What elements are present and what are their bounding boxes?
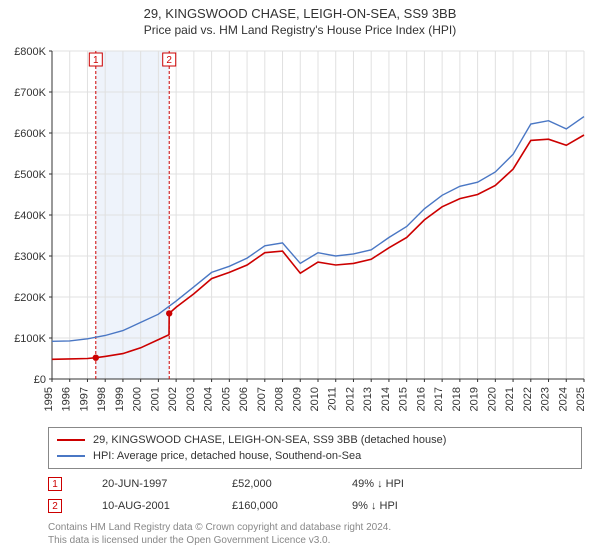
x-tick-label: 2018 <box>451 387 463 411</box>
event-price: £160,000 <box>232 500 332 512</box>
y-tick-label: £700K <box>14 87 46 99</box>
chart-container: £0 £100K £200K £300K £400K £500K £600K £700K £80… <box>0 41 600 421</box>
x-tick-label: 2016 <box>415 387 427 411</box>
x-tick-label: 1997 <box>78 387 90 411</box>
price-chart: £0 £100K £200K £300K £400K £500K £600K £700K £80… <box>0 41 600 421</box>
x-tick-label: 2001 <box>149 387 161 411</box>
event-date: 10-AUG-2001 <box>102 500 212 512</box>
title-line-1: 29, KINGSWOOD CHASE, LEIGH-ON-SEA, SS9 3… <box>0 6 600 21</box>
chart-title-block: 29, KINGSWOOD CHASE, LEIGH-ON-SEA, SS9 3… <box>0 0 600 41</box>
legend-swatch <box>57 439 85 441</box>
legend-label: 29, KINGSWOOD CHASE, LEIGH-ON-SEA, SS9 3… <box>93 434 446 446</box>
legend-row: 29, KINGSWOOD CHASE, LEIGH-ON-SEA, SS9 3… <box>57 432 573 448</box>
x-tick-label: 1995 <box>43 387 55 411</box>
x-tick-label: 1999 <box>114 387 126 411</box>
x-tick-label: 2006 <box>238 387 250 411</box>
event-date: 20-JUN-1997 <box>102 478 212 490</box>
event-row: 1 20-JUN-1997 £52,000 49% ↓ HPI <box>48 473 582 495</box>
x-tick-label: 2008 <box>274 387 286 411</box>
x-tick-label: 2017 <box>433 387 445 411</box>
legend-row: HPI: Average price, detached house, Sout… <box>57 448 573 464</box>
event-row-badge: 1 <box>48 477 62 491</box>
x-tick-label: 2011 <box>327 387 339 411</box>
event-price: £52,000 <box>232 478 332 490</box>
y-tick-label: £300K <box>14 251 46 263</box>
x-tick-label: 2023 <box>540 387 552 411</box>
title-line-2: Price paid vs. HM Land Registry's House … <box>0 23 600 37</box>
y-tick-label: £600K <box>14 128 46 140</box>
legend-box: 29, KINGSWOOD CHASE, LEIGH-ON-SEA, SS9 3… <box>48 427 582 469</box>
x-tick-label: 2002 <box>167 387 179 411</box>
x-tick-label: 2007 <box>256 387 268 411</box>
events-table: 1 20-JUN-1997 £52,000 49% ↓ HPI 2 10-AUG-2001… <box>48 473 582 517</box>
legend-swatch <box>57 455 85 457</box>
x-tick-label: 2012 <box>344 387 356 411</box>
legend-label: HPI: Average price, detached house, Sout… <box>93 450 361 462</box>
y-tick-label: £200K <box>14 292 46 304</box>
x-tick-label: 2019 <box>469 387 481 411</box>
y-tick-label: £100K <box>14 333 46 345</box>
x-tick-label: 2021 <box>504 387 516 411</box>
x-tick-label: 2014 <box>380 387 392 411</box>
x-tick-label: 2015 <box>398 387 410 411</box>
x-tick-label: 2020 <box>486 387 498 411</box>
event-diff: 49% ↓ HPI <box>352 478 452 490</box>
event-diff: 9% ↓ HPI <box>352 500 452 512</box>
y-tick-label: £400K <box>14 210 46 222</box>
x-tick-label: 2025 <box>575 387 587 411</box>
y-tick-label: £800K <box>14 46 46 58</box>
x-tick-label: 2004 <box>203 387 215 411</box>
x-tick-label: 1998 <box>96 387 108 411</box>
event-row: 2 10-AUG-2001 £160,000 9% ↓ HPI <box>48 495 582 517</box>
x-tick-label: 2003 <box>185 387 197 411</box>
x-tick-label: 2009 <box>291 387 303 411</box>
footer-attribution: Contains HM Land Registry data © Crown c… <box>48 521 582 547</box>
x-tick-label: 2022 <box>522 387 534 411</box>
x-tick-label: 2005 <box>220 387 232 411</box>
y-tick-label: £0 <box>34 374 46 386</box>
footer-line-2: This data is licensed under the Open Gov… <box>48 534 582 547</box>
event-row-badge: 2 <box>48 499 62 513</box>
x-tick-label: 2013 <box>362 387 374 411</box>
footer-line-1: Contains HM Land Registry data © Crown c… <box>48 521 582 534</box>
x-tick-label: 1996 <box>61 387 73 411</box>
event-badge-label: 1 <box>93 55 99 66</box>
x-tick-label: 2000 <box>132 387 144 411</box>
y-tick-label: £500K <box>14 169 46 181</box>
x-tick-label: 2010 <box>309 387 321 411</box>
x-tick-label: 2024 <box>557 387 569 411</box>
event-badge-label: 2 <box>166 55 172 66</box>
